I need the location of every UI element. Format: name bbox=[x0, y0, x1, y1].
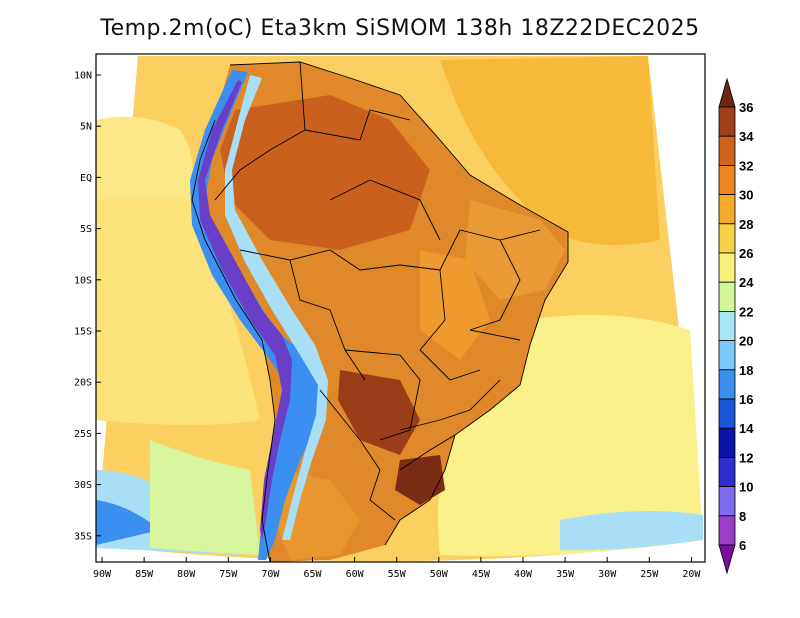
colorbar-swatch bbox=[718, 340, 736, 371]
latitude-axis: 10N 5N EQ 5S 10S 15S 20S 25S 30S 35S bbox=[74, 71, 101, 542]
political-borders bbox=[191, 61, 569, 562]
lon-tick-label: 20W bbox=[682, 569, 701, 580]
lon-tick-label: 60W bbox=[346, 569, 365, 580]
lat-tick-label: 15S bbox=[74, 327, 92, 338]
colorbar-swatch bbox=[718, 106, 736, 137]
map-title: Temp.2m(oC) Eta3km SiSMOM 138h 18Z22DEC2… bbox=[100, 16, 700, 41]
lon-tick-label: 50W bbox=[430, 569, 449, 580]
ocean-cold-southwest-2 bbox=[96, 500, 160, 545]
colorbar-swatch bbox=[718, 223, 736, 254]
colorbar-bottom-arrow bbox=[718, 544, 736, 575]
lat-tick-label: 10S bbox=[74, 275, 92, 286]
lat-tick-label: 10N bbox=[74, 71, 92, 82]
lat-tick-label: EQ bbox=[80, 173, 92, 184]
land-amazon-hot bbox=[220, 95, 430, 250]
lat-tick-label: 5N bbox=[80, 122, 92, 133]
colorbar-swatch bbox=[718, 515, 736, 546]
land-central-mild bbox=[420, 250, 490, 360]
lat-tick-label: 30S bbox=[74, 480, 92, 491]
colorbar-swatch bbox=[718, 369, 736, 400]
colorbar-label: 36 bbox=[739, 100, 753, 115]
lon-tick-label: 35W bbox=[556, 569, 575, 580]
colorbar-label: 12 bbox=[739, 450, 753, 465]
lat-tick-label: 20S bbox=[74, 378, 92, 389]
colorbar-swatch bbox=[718, 427, 736, 458]
colorbar-label: 16 bbox=[739, 392, 753, 407]
colorbar-label: 20 bbox=[739, 334, 753, 349]
ocean-pacific-mild bbox=[96, 116, 194, 200]
colorbar-swatch bbox=[718, 252, 736, 283]
colorbar-label: 28 bbox=[739, 217, 753, 232]
map-frame bbox=[95, 53, 706, 563]
colorbar-swatch bbox=[718, 310, 736, 341]
colorbar-label: 24 bbox=[739, 275, 754, 290]
lat-tick-label: 35S bbox=[74, 531, 92, 542]
lon-tick-label: 75W bbox=[219, 569, 238, 580]
ocean-cool-pacific bbox=[96, 167, 260, 425]
colorbar-label: 26 bbox=[739, 246, 753, 261]
lon-tick-label: 25W bbox=[640, 569, 659, 580]
colorbar-swatch bbox=[718, 194, 736, 225]
lon-tick-label: 30W bbox=[598, 569, 617, 580]
longitude-axis: 90W 85W 80W 75W 70W 65W 60W 55W 50W 45W 40W 35W 30W 2… bbox=[93, 557, 701, 580]
colorbar-label: 34 bbox=[739, 129, 754, 144]
lat-tick-label: 5S bbox=[80, 224, 92, 235]
colorbar-label: 8 bbox=[739, 509, 746, 524]
lon-tick-label: 70W bbox=[261, 569, 280, 580]
colorbar-label: 22 bbox=[739, 304, 753, 319]
colorbar-label: 14 bbox=[739, 421, 754, 436]
lon-tick-label: 65W bbox=[303, 569, 322, 580]
land-south-hot bbox=[395, 455, 445, 505]
ocean-cold-southeast bbox=[560, 511, 703, 551]
lon-tick-label: 80W bbox=[177, 569, 196, 580]
colorbar-swatch bbox=[718, 164, 736, 195]
colorbar-label: 32 bbox=[739, 158, 753, 173]
lon-tick-label: 90W bbox=[93, 569, 112, 580]
colorbar-swatch bbox=[718, 281, 736, 312]
colorbar-swatch bbox=[718, 135, 736, 166]
colorbar: 6 8 10 12 14 16 18 20 22 24 26 28 30 32 34 36 bbox=[718, 77, 754, 575]
lon-tick-label: 40W bbox=[514, 569, 533, 580]
andes-foothills bbox=[225, 75, 328, 540]
colorbar-label: 6 bbox=[739, 538, 746, 553]
colorbar-top-arrow bbox=[718, 77, 736, 108]
lon-tick-label: 45W bbox=[472, 569, 491, 580]
colorbar-swatch bbox=[718, 398, 736, 429]
andes-coldest bbox=[198, 80, 292, 540]
ocean-chile-band bbox=[150, 440, 260, 555]
land-northeast-warm bbox=[465, 200, 565, 300]
lon-tick-label: 85W bbox=[135, 569, 154, 580]
colorbar-label: 30 bbox=[739, 188, 753, 203]
lon-tick-label: 55W bbox=[388, 569, 407, 580]
lat-tick-label: 25S bbox=[74, 429, 92, 440]
colorbar-label: 18 bbox=[739, 363, 753, 378]
colorbar-swatch bbox=[718, 456, 736, 487]
colorbar-swatch bbox=[718, 486, 736, 517]
colorbar-label: 10 bbox=[739, 480, 753, 495]
ocean-warm-north bbox=[440, 56, 660, 245]
